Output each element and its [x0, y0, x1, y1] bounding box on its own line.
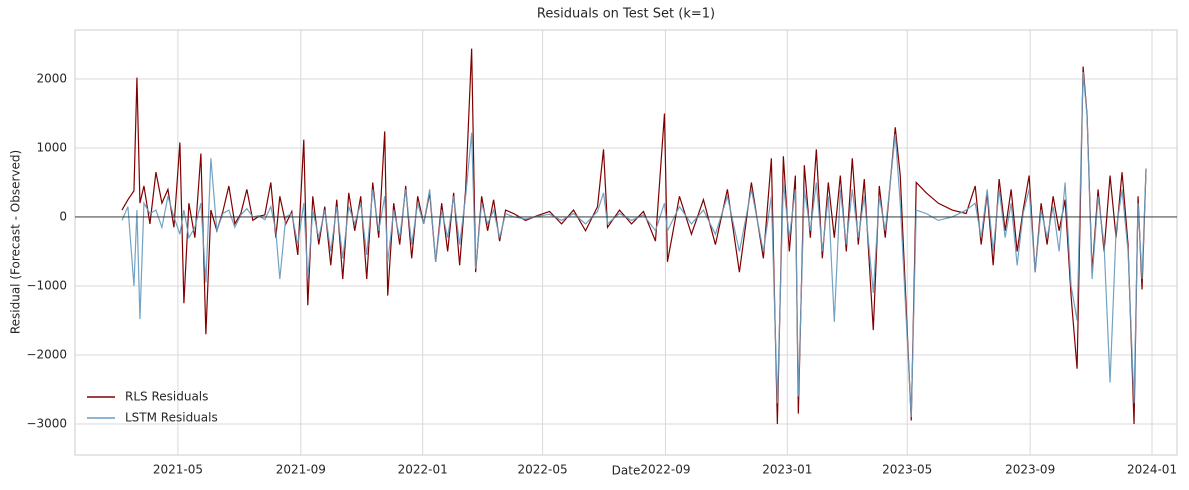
chart-title: Residuals on Test Set (k=1): [537, 7, 715, 22]
x-tick-label: 2022-09: [640, 463, 690, 477]
y-tick-label: 1000: [36, 140, 67, 154]
y-tick-label: −2000: [26, 347, 67, 361]
y-tick-label: −1000: [26, 278, 67, 292]
x-tick-label: 2022-05: [518, 463, 568, 477]
series-line: [121, 72, 1147, 418]
y-tick-label: 0: [59, 209, 67, 223]
x-tick-label: 2021-05: [153, 463, 203, 477]
x-tick-label: 2023-05: [882, 463, 932, 477]
x-tick-label: 2024-01: [1127, 463, 1177, 477]
x-tick-label: 2023-09: [1005, 463, 1055, 477]
series-line: [121, 48, 1147, 424]
plot-frame: [74, 29, 1178, 456]
x-tick-label: 2022-01: [398, 463, 448, 477]
x-tick-label: 2021-09: [276, 463, 326, 477]
y-tick-label: 2000: [36, 71, 67, 85]
y-tick-label: −3000: [26, 416, 67, 430]
x-tick-label: 2023-01: [762, 463, 812, 477]
legend-label: RLS Residuals: [125, 390, 208, 404]
x-axis-label: Date: [612, 464, 641, 478]
y-axis-label: Residual (Forecast - Observed): [9, 150, 23, 334]
legend-label: LSTM Residuals: [125, 411, 218, 425]
